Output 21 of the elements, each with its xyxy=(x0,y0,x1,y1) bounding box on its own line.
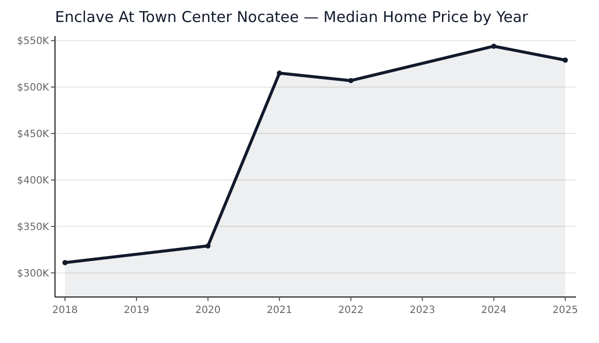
point xyxy=(62,260,68,266)
x-tick-label: 2019 xyxy=(124,305,150,316)
x-tick-label: 2022 xyxy=(338,305,364,316)
x-tick-label: 2023 xyxy=(410,305,436,316)
x-tick-label: 2021 xyxy=(266,305,292,316)
y-tick-label: $350K xyxy=(16,222,50,233)
point xyxy=(491,44,496,49)
point xyxy=(562,58,568,63)
y-tick-label: $400K xyxy=(16,175,50,186)
chart-title: Enclave At Town Center Nocatee — Median Home Price by Year xyxy=(55,8,529,26)
x-tick-label: 2018 xyxy=(52,305,78,316)
point xyxy=(276,70,282,76)
y-tick-label: $500K xyxy=(16,82,50,94)
x-tick-label: 2025 xyxy=(552,305,578,316)
y-tick-label: $300K xyxy=(16,268,50,280)
x-tick-label: 2020 xyxy=(195,305,221,316)
y-tick-label: $450K xyxy=(16,129,50,140)
point xyxy=(205,243,211,249)
point xyxy=(348,78,354,84)
x-tick-label: 2024 xyxy=(481,305,507,316)
y-tick-label: $550K xyxy=(16,36,50,48)
